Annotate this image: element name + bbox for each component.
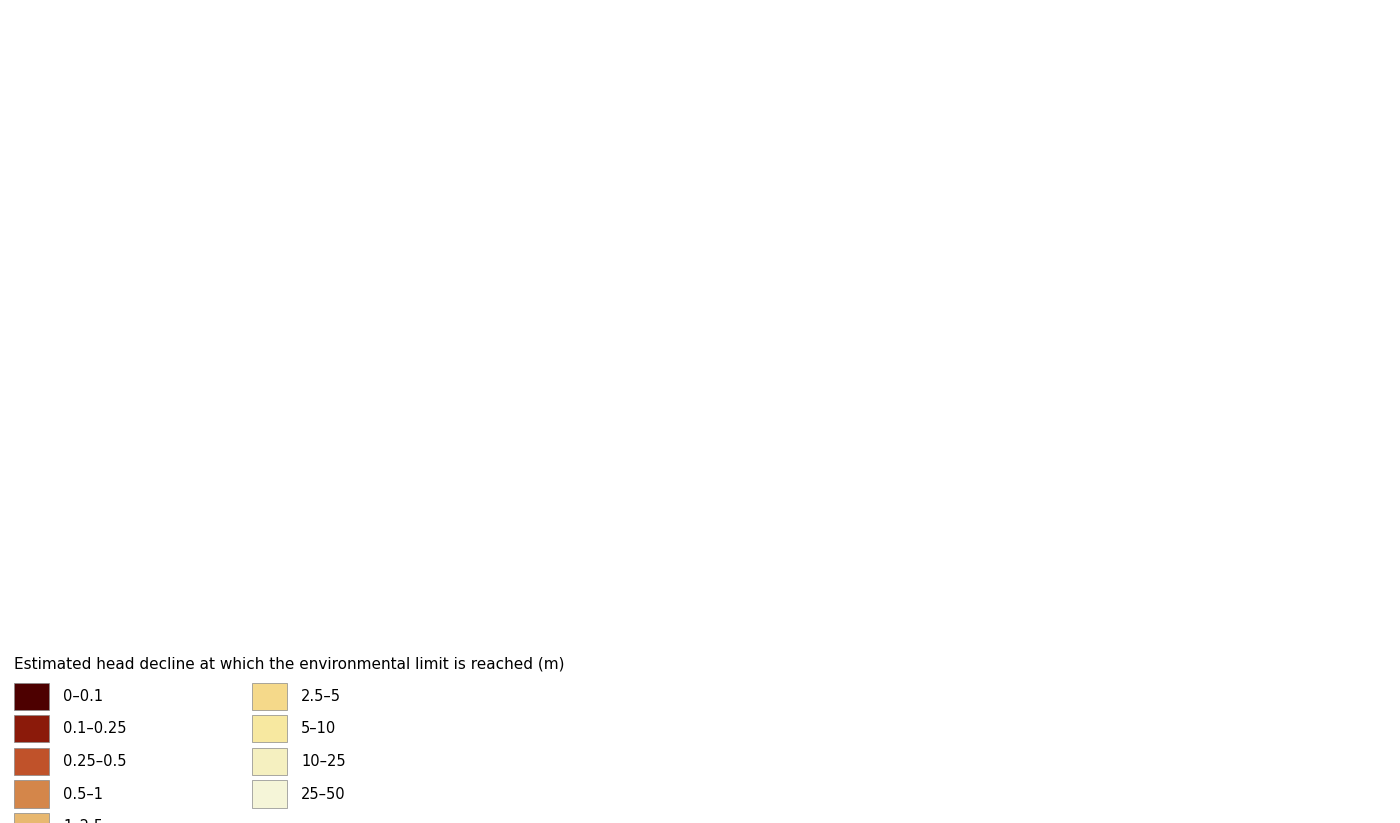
FancyBboxPatch shape — [14, 780, 49, 807]
Text: 0.5–1: 0.5–1 — [63, 787, 104, 802]
FancyBboxPatch shape — [252, 683, 287, 709]
FancyBboxPatch shape — [14, 683, 49, 709]
FancyBboxPatch shape — [252, 748, 287, 775]
Text: 1–2.5: 1–2.5 — [63, 819, 104, 823]
FancyBboxPatch shape — [14, 715, 49, 742]
Text: 0.25–0.5: 0.25–0.5 — [63, 754, 126, 769]
Text: 0.1–0.25: 0.1–0.25 — [63, 721, 126, 737]
Text: Estimated head decline at which the environmental limit is reached (m): Estimated head decline at which the envi… — [14, 657, 564, 672]
FancyBboxPatch shape — [14, 748, 49, 775]
FancyBboxPatch shape — [252, 780, 287, 807]
FancyBboxPatch shape — [14, 813, 49, 823]
Text: 25–50: 25–50 — [301, 787, 346, 802]
Text: 0–0.1: 0–0.1 — [63, 689, 104, 704]
Text: 5–10: 5–10 — [301, 721, 336, 737]
Text: 2.5–5: 2.5–5 — [301, 689, 342, 704]
Text: 10–25: 10–25 — [301, 754, 346, 769]
FancyBboxPatch shape — [252, 715, 287, 742]
